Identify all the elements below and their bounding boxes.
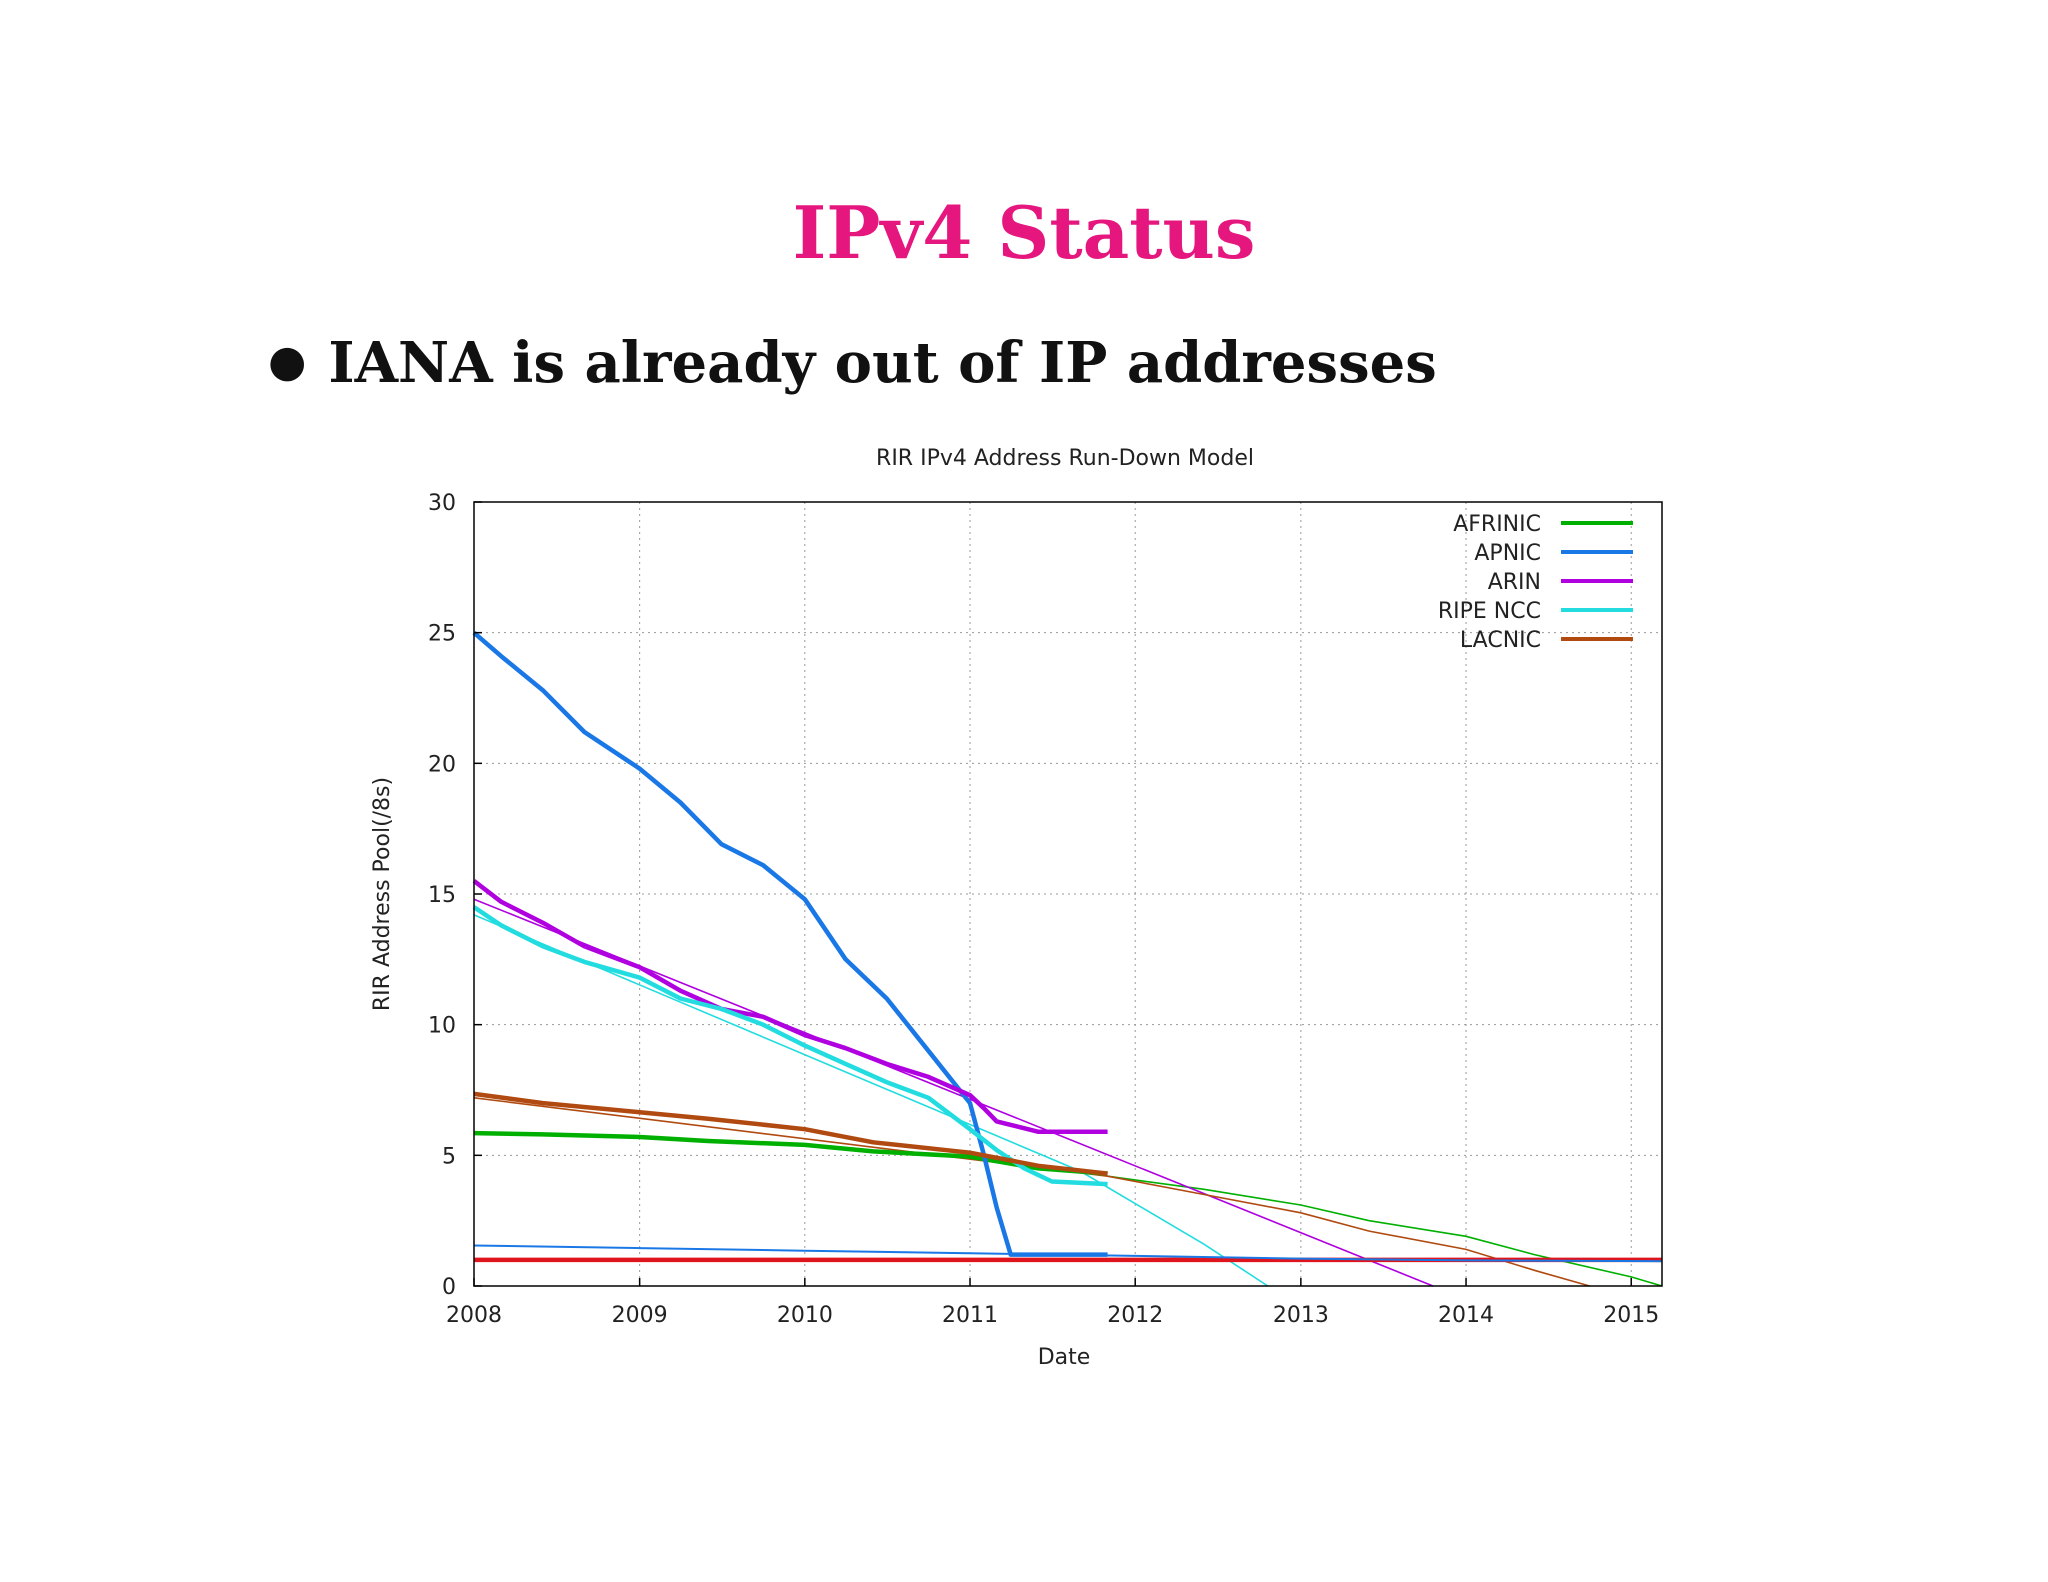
series-line-afrinic (473, 1130, 1108, 1176)
x-axis-label: Date (1038, 1345, 1091, 1370)
y-tick-label: 30 (428, 491, 456, 516)
legend-label-afrinic: AFRINIC (1453, 512, 1541, 537)
reference-line-2 (473, 1244, 1663, 1263)
y-tick-label: 0 (442, 1275, 456, 1300)
x-tick-label: 2015 (1603, 1303, 1659, 1328)
series-lines (472, 630, 1108, 1257)
y-axis-label: RIR Address Pool(/8s) (370, 777, 395, 1011)
y-tick-label: 25 (428, 622, 456, 647)
x-tick-label: 2014 (1438, 1303, 1494, 1328)
projection-line-afrinic (1107, 1175, 1663, 1287)
x-tick-label: 2011 (942, 1303, 998, 1328)
x-tick-label: 2012 (1107, 1303, 1163, 1328)
legend-label-ripe-ncc: RIPE NCC (1438, 599, 1541, 624)
bullet-text: IANA is already out of IP addresses (328, 330, 1437, 396)
bullet-item: ● IANA is already out of IP addresses (268, 322, 1437, 403)
legend: AFRINIC APNIC ARIN RIPE NCC LACNIC (1438, 512, 1633, 653)
x-tick-label: 2009 (612, 1303, 668, 1328)
y-tick-label: 5 (442, 1144, 456, 1169)
reference-lines (473, 1244, 1663, 1263)
projection-line-lacnic (473, 1097, 1590, 1287)
y-tick-label: 10 (428, 1014, 456, 1039)
series-line-ripe-ncc (472, 905, 1108, 1187)
legend-label-arin: ARIN (1488, 570, 1541, 595)
x-tick-label: 2013 (1273, 1303, 1329, 1328)
projection-lines (473, 898, 1663, 1287)
axis-ticks: 2008 2009 2010 2011 2012 2013 2014 2015 0 5 10 15 20… (428, 491, 1659, 1328)
series-line-arin (472, 879, 1108, 1135)
slide-title: IPv4 Status (792, 190, 1256, 275)
y-tick-label: 15 (428, 883, 456, 908)
y-tick-label: 20 (428, 752, 456, 777)
legend-label-lacnic: LACNIC (1460, 628, 1541, 653)
legend-label-apnic: APNIC (1474, 541, 1541, 566)
series-line-lacnic (473, 1091, 1108, 1176)
projection-line-ripe-ncc (473, 914, 1269, 1287)
x-tick-label: 2010 (777, 1303, 833, 1328)
bullet-dot-icon: ● (268, 336, 307, 387)
series-line-apnic (472, 630, 1108, 1257)
chart-title: RIR IPv4 Address Run-Down Model (876, 446, 1254, 471)
x-tick-label: 2008 (446, 1303, 502, 1328)
